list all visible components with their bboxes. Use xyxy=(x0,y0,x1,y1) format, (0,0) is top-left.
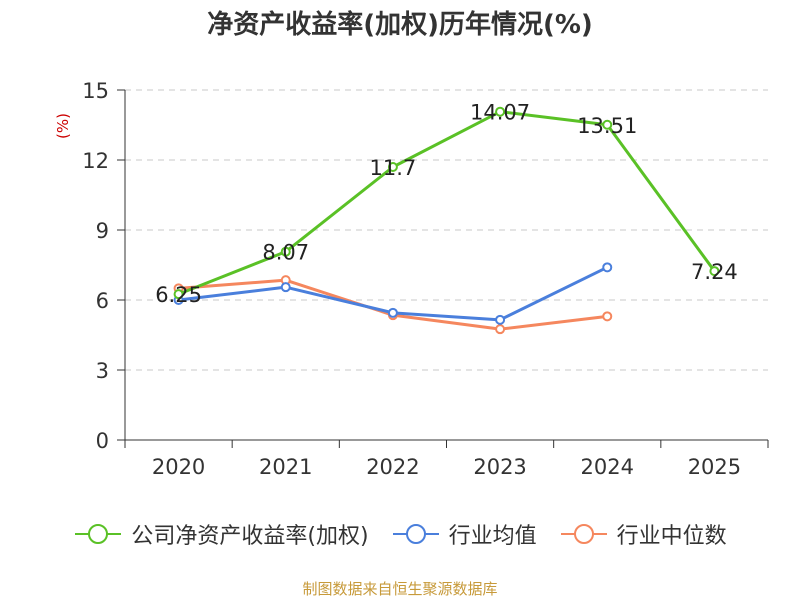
series xyxy=(173,106,720,335)
legend-item-company[interactable]: 公司净资产收益率(加权) xyxy=(73,518,369,550)
point-company-2024 xyxy=(602,119,613,130)
legend-item-industry-average[interactable]: 行业均值 xyxy=(391,518,537,550)
legend-marker-company xyxy=(75,524,122,544)
legend: 公司净资产收益率(加权) 行业均值 行业中位数 xyxy=(0,518,800,550)
data-label-company-2020: 6.25 xyxy=(155,283,202,307)
grid-lines xyxy=(125,89,768,371)
data-label-company-2022: 11.7 xyxy=(370,156,417,180)
data-label-company-2024: 13.51 xyxy=(577,114,637,138)
data-label-company-2025: 7.24 xyxy=(691,260,738,284)
x-tick-label-2025: 2025 xyxy=(688,455,741,479)
legend-label-company: 公司净资产收益率(加权) xyxy=(131,524,369,549)
chart-title: 净资产收益率(加权)历年情况(%) xyxy=(207,10,593,40)
data-label-company-2023: 14.07 xyxy=(470,101,530,125)
point-industry_median-2024 xyxy=(602,311,613,322)
point-company-2021 xyxy=(280,246,291,257)
point-industry_avg-2021 xyxy=(280,282,291,293)
point-company-2020 xyxy=(173,289,184,300)
point-industry_avg-2023 xyxy=(495,314,506,325)
point-company-2022 xyxy=(387,162,398,172)
series-line-company xyxy=(178,110,716,296)
legend-marker-industry-average xyxy=(392,524,439,544)
data-labels: 6.25 8.07 11.7 14.07 13.51 7.24 xyxy=(155,101,738,307)
x-tick-label-2020: 2020 xyxy=(152,455,205,479)
series-line-industry_median xyxy=(178,278,608,331)
y-tick-label-3: 3 xyxy=(96,359,109,383)
legend-item-industry-median[interactable]: 行业中位数 xyxy=(559,518,727,550)
y-tick-label-0: 0 xyxy=(96,429,109,453)
y-tick-label-6: 6 xyxy=(96,289,109,313)
legend-label-industry-average: 行业均值 xyxy=(448,524,537,549)
y-tick-label-12: 12 xyxy=(82,149,109,173)
y-axis-label: (%) xyxy=(54,113,72,139)
legend-marker-industry-median xyxy=(560,524,607,544)
point-company-2023 xyxy=(495,106,506,117)
point-company-2025 xyxy=(709,266,720,277)
x-tick-label-2023: 2023 xyxy=(473,455,526,479)
x-tick-label-2022: 2022 xyxy=(366,455,419,479)
x-tick-label-2024: 2024 xyxy=(581,455,634,479)
y-tick-label-9: 9 xyxy=(96,219,109,243)
data-source-note: 制图数据来自恒生聚源数据库 xyxy=(302,580,498,598)
y-tick-label-15: 15 xyxy=(82,79,109,103)
legend-label-industry-median: 行业中位数 xyxy=(616,524,727,549)
x-tick-label-2021: 2021 xyxy=(259,455,312,479)
point-industry_median-2023 xyxy=(495,324,506,335)
point-industry_avg-2022 xyxy=(387,307,398,318)
axes: 0 3 6 9 12 15 2020 2021 2022 2023 2024 2025 xyxy=(82,79,769,479)
point-industry_avg-2024 xyxy=(602,262,613,273)
data-label-company-2021: 8.07 xyxy=(262,241,309,265)
